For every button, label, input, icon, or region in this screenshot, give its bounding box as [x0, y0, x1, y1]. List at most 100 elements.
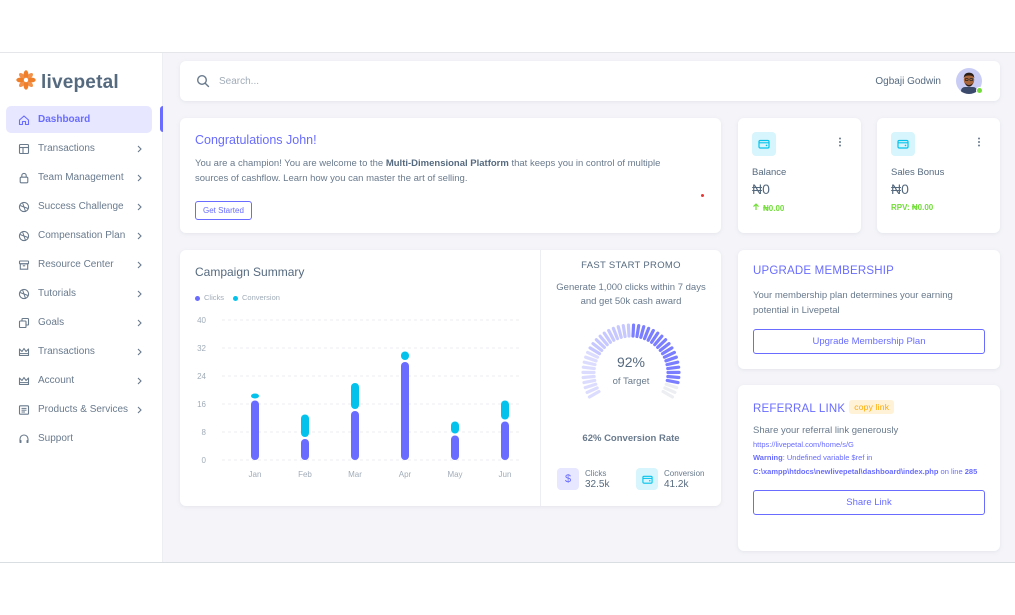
gauge-tick [611, 326, 620, 341]
crown-icon [17, 374, 31, 388]
balance-card: Balance ₦0 ₦0.00 [738, 118, 861, 233]
sidebar-item-support[interactable]: Support [6, 425, 152, 452]
conversion-value: 41.2k [664, 478, 689, 490]
gauge-tick [646, 328, 655, 342]
upgrade-membership-card: UPGRADE MEMBERSHIP Your membership plan … [738, 250, 1000, 369]
conversion-rate: 62% Conversion Rate [582, 433, 680, 444]
balance-change-value: ₦0.00 [763, 203, 785, 213]
gauge-tick [588, 346, 602, 356]
gauge-tick [584, 355, 598, 363]
gauge-tick [598, 334, 609, 347]
sidebar-item-resource-center[interactable]: Resource Center [6, 251, 152, 278]
sidebar-item-compensation-plan[interactable]: Compensation Plan [6, 222, 152, 249]
sidebar-item-label: Account [38, 375, 75, 386]
bar-conversion-may[interactable] [451, 421, 459, 434]
bar-clicks-mar[interactable] [351, 411, 359, 460]
x-tick-label: Jan [249, 470, 262, 479]
copy-link-badge[interactable]: copy link [849, 400, 895, 414]
search-input[interactable] [219, 75, 519, 87]
bar-conversion-feb[interactable] [301, 414, 309, 438]
clicks-stat: $ Clicks 32.5k [557, 468, 609, 490]
get-started-button[interactable]: Get Started [195, 201, 252, 220]
sidebar-item-goals[interactable]: Goals [6, 309, 152, 336]
sidebar-item-account[interactable]: Account [6, 367, 152, 394]
gauge-tick [583, 382, 598, 390]
sidebar-item-tutorials[interactable]: Tutorials [6, 280, 152, 307]
clicks-label: Clicks [585, 468, 607, 478]
campaign-title: Campaign Summary [195, 265, 305, 279]
grid-icon [17, 287, 31, 301]
bar-clicks-may[interactable] [451, 435, 459, 461]
congratulations-title: Congratulations John! [195, 133, 317, 147]
x-tick-label: Feb [298, 470, 312, 479]
upgrade-membership-button[interactable]: Upgrade Membership Plan [753, 329, 985, 354]
sidebar-item-products-services[interactable]: Products & Services [6, 396, 152, 423]
search-icon[interactable] [196, 74, 210, 88]
brand[interactable]: livepetal [16, 70, 119, 95]
congrats-text-bold: Multi-Dimensional Platform [385, 158, 509, 169]
warning-line: 285 [964, 467, 978, 476]
gauge-tick [664, 382, 679, 390]
sidebar-item-success-challenge[interactable]: Success Challenge [6, 193, 152, 220]
congratulations-text: You are a champion! You are welcome to t… [195, 156, 695, 186]
online-status-dot [976, 87, 983, 94]
gauge-tick [666, 365, 681, 371]
brand-name: livepetal [41, 71, 119, 93]
copy-icon [17, 316, 31, 330]
sidebar-item-label: Dashboard [38, 114, 91, 125]
sidebar-item-team-management[interactable]: Team Management [6, 164, 152, 191]
bar-clicks-jun[interactable] [501, 421, 509, 461]
gauge-tick [639, 325, 646, 339]
referral-title: REFERRAL LINK [753, 403, 846, 415]
active-indicator [160, 106, 163, 132]
user-name: Ogbaji Godwin [875, 75, 941, 87]
sidebar-item-label: Transactions [38, 143, 95, 154]
bar-conversion-jan[interactable] [251, 393, 259, 399]
sales-bonus-label: Sales Bonus [891, 167, 945, 178]
conversion-stat: Conversion 41.2k [636, 468, 704, 490]
bar-clicks-jan[interactable] [251, 400, 259, 461]
balance-change: ₦0.00 [752, 203, 847, 213]
x-tick-label: Apr [399, 470, 412, 479]
sidebar-item-label: Resource Center [38, 259, 114, 270]
bar-clicks-apr[interactable] [401, 362, 409, 460]
sidebar-item-dashboard[interactable]: Dashboard [6, 106, 152, 133]
fast-start-promo: FAST START PROMO Generate 1,000 clicks w… [541, 250, 721, 506]
dollar-icon: $ [557, 468, 579, 490]
headphones-icon [17, 432, 31, 446]
share-link-button[interactable]: Share Link [753, 490, 985, 515]
more-options-icon[interactable] [836, 137, 844, 147]
chevron-right-icon [134, 231, 144, 241]
home-icon [17, 113, 31, 127]
sidebar-item-label: Transactions [38, 346, 95, 357]
wallet-icon [752, 132, 776, 156]
bar-clicks-feb[interactable] [301, 439, 309, 460]
gauge-tick [621, 324, 627, 339]
gauge-tick [607, 328, 616, 342]
sidebar-item-label: Compensation Plan [38, 230, 126, 241]
sidebar-item-label: Tutorials [38, 288, 76, 299]
chevron-right-icon [134, 289, 144, 299]
sales-bonus-rpv: RPV: ₦0.00 [891, 203, 934, 212]
gauge-tick [581, 374, 596, 380]
referral-link-card: REFERRAL LINK copy link Share your referr… [738, 385, 1000, 551]
congratulations-card: Congratulations John! You are a champion… [180, 118, 721, 233]
grid-icon [17, 229, 31, 243]
gauge-tick [664, 355, 678, 363]
gauge-tick [626, 323, 631, 338]
gauge-tick [616, 325, 623, 339]
sidebar-item-transactions[interactable]: Transactions [6, 135, 152, 162]
bar-conversion-apr[interactable] [401, 351, 409, 361]
more-options-icon[interactable] [975, 137, 983, 147]
y-tick-label: 0 [202, 456, 207, 465]
sidebar-item-transactions[interactable]: Transactions [6, 338, 152, 365]
bar-conversion-mar[interactable] [351, 383, 359, 409]
bar-conversion-jun[interactable] [501, 400, 509, 420]
box-icon [17, 258, 31, 272]
gauge-tick [586, 350, 600, 359]
avatar[interactable] [956, 68, 983, 94]
referral-url[interactable]: https://livepetal.com/home/s/G [753, 440, 854, 449]
wallet-icon [891, 132, 915, 156]
campaign-bar-chart: 0 8 16 24 32 40 Jan Feb Mar Apr May Jun [197, 316, 522, 479]
gauge-tick [666, 374, 681, 380]
